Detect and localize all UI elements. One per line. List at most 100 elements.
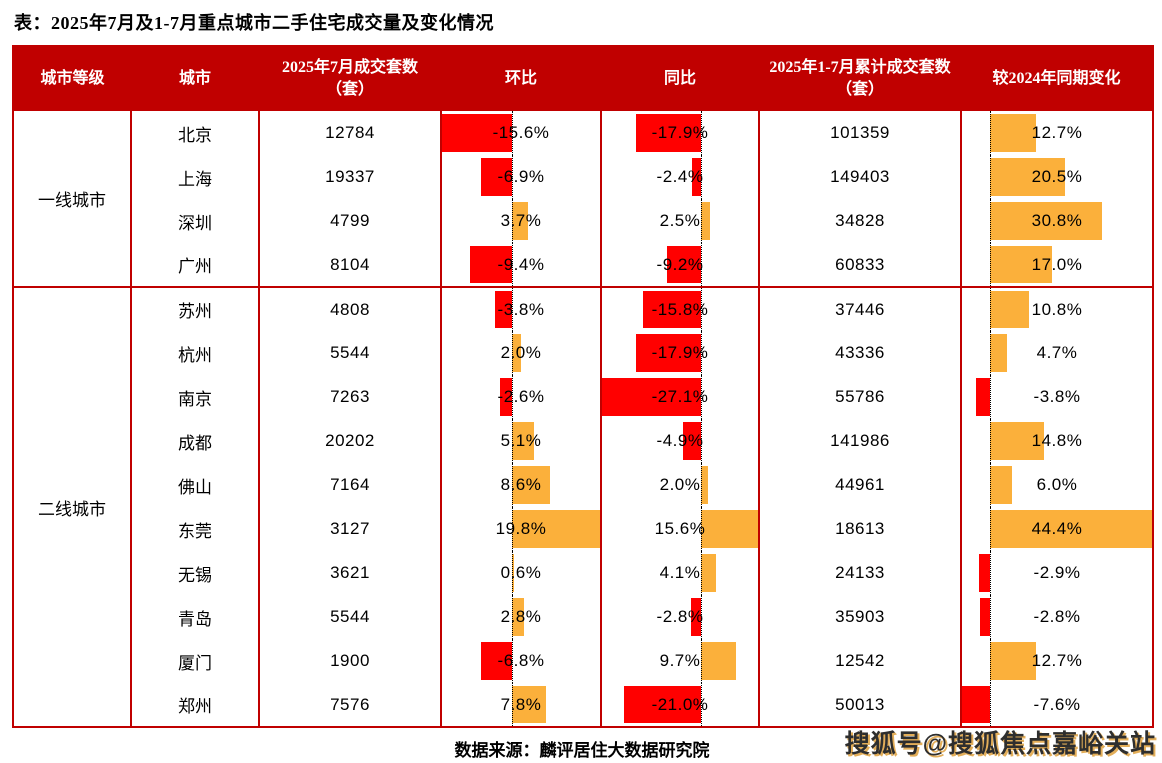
negative-data-bar [667, 246, 701, 283]
mom-cell-label: -3.8% [497, 299, 545, 319]
table-row: 广州 8104 -9.4% -9.2% 60833 17.0% [13, 243, 1154, 287]
chg-cell: 12.7% [960, 111, 1154, 155]
yoy-cell: -4.9% [600, 419, 760, 463]
mom-cell-label: 2.0% [500, 343, 542, 362]
negative-data-bar [481, 642, 512, 680]
table-row: 南京 7263 -2.6% -27.1% 55786 -3.8% [13, 375, 1154, 419]
chg-cell-label: 17.0% [1031, 254, 1083, 274]
city-cell: 无锡 [130, 551, 260, 595]
zero-axis-line [511, 289, 513, 331]
positive-data-bar [511, 202, 529, 240]
positive-data-bar [701, 466, 709, 504]
zero-axis-line [989, 463, 991, 507]
table-row: 无锡 3621 0.6% 4.1% 24133 -2.9% [13, 551, 1154, 595]
zero-axis-line [989, 375, 991, 419]
zero-axis-line [511, 155, 513, 199]
mom-cell-label: -6.9% [497, 167, 545, 186]
chg-cell-label: 10.8% [1031, 299, 1083, 319]
positive-data-bar [989, 114, 1037, 152]
yoy-cell-label: 2.5% [659, 211, 701, 230]
zero-axis-line [511, 111, 513, 155]
july-units-cell: 20202 [258, 419, 442, 463]
city-cell: 南京 [130, 375, 260, 419]
zero-axis-line [511, 199, 513, 243]
city-cell: 青岛 [130, 595, 260, 639]
negative-data-bar [975, 378, 990, 416]
july-units-cell: 5544 [258, 331, 442, 375]
city-cell: 厦门 [130, 639, 260, 683]
table-row: 厦门 1900 -6.8% 9.7% 12542 12.7% [13, 639, 1154, 683]
yoy-cell: -2.8% [600, 595, 760, 639]
negative-data-bar [469, 246, 512, 283]
zero-axis-line [701, 331, 702, 375]
city-cell: 成都 [130, 419, 260, 463]
city-cell: 杭州 [130, 331, 260, 375]
zero-axis-line [701, 243, 702, 286]
july-units-cell: 5544 [258, 595, 442, 639]
chg-cell-label: 44.4% [1031, 519, 1083, 538]
table-row: 杭州 5544 2.0% -17.9% 43336 4.7% [13, 331, 1154, 375]
positive-data-bar [511, 598, 525, 636]
table-body: 一线城市 北京 12784 -15.6% -17.9% 101359 12.7% 上海 1933… [12, 111, 1154, 727]
header-change-vs-2024: 较2024年同期变化 [961, 46, 1153, 111]
zero-axis-line [511, 551, 513, 595]
july-units-cell: 8104 [258, 243, 442, 287]
table-title: 表：2025年7月及1-7月重点城市二手住宅成交量及变化情况 [14, 13, 494, 33]
yoy-cell: -27.1% [600, 375, 760, 419]
yoy-cell-label: 9.7% [659, 651, 701, 670]
zero-axis-line [511, 683, 513, 726]
city-cell: 深圳 [130, 199, 260, 243]
positive-data-bar [989, 246, 1052, 283]
july-units-cell: 19337 [258, 155, 442, 199]
header-yoy: 同比 [601, 46, 759, 111]
negative-data-bar [979, 554, 990, 592]
city-cell: 上海 [130, 155, 260, 199]
yoy-cell-label: -21.0% [651, 694, 709, 714]
header-mom: 环比 [441, 46, 601, 111]
zero-axis-line [989, 199, 991, 243]
cumulative-units-cell: 141986 [758, 419, 962, 463]
july-units-cell: 3127 [258, 507, 442, 551]
yoy-cell-label: 2.0% [659, 475, 701, 494]
yoy-cell: 2.5% [600, 199, 760, 243]
july-units-cell: 12784 [258, 111, 442, 155]
yoy-cell-label: 15.6% [654, 519, 706, 538]
chg-cell-label: 20.5% [1031, 167, 1083, 186]
chg-cell-label: 4.7% [1036, 343, 1078, 362]
chg-cell: 20.5% [960, 155, 1154, 199]
positive-data-bar [989, 202, 1103, 240]
negative-data-bar [500, 378, 512, 416]
cumulative-units-cell: 101359 [758, 111, 962, 155]
positive-data-bar [511, 554, 515, 592]
city-cell: 广州 [130, 243, 260, 287]
zero-axis-line [511, 331, 513, 375]
mom-cell: -3.8% [440, 286, 602, 331]
mom-cell: 2.0% [440, 331, 602, 375]
chg-cell-label: -3.8% [1033, 387, 1081, 406]
negative-data-bar [624, 686, 701, 723]
cumulative-units-cell: 37446 [758, 286, 962, 331]
yoy-cell: 4.1% [600, 551, 760, 595]
positive-data-bar [989, 422, 1044, 460]
zero-axis-line [989, 243, 991, 286]
mom-cell-label: 8.6% [500, 475, 542, 494]
mom-cell: 3.7% [440, 199, 602, 243]
mom-cell: 7.8% [440, 683, 602, 727]
positive-data-bar [701, 202, 711, 240]
chg-cell-label: 12.7% [1031, 123, 1083, 142]
yoy-cell-label: -2.4% [656, 167, 704, 186]
chg-cell-label: 14.8% [1031, 431, 1083, 450]
mom-cell-label: -6.8% [497, 651, 545, 670]
positive-data-bar [511, 466, 550, 504]
zero-axis-line [989, 331, 991, 375]
table-row: 上海 19337 -6.9% -2.4% 149403 20.5% [13, 155, 1154, 199]
yoy-cell: -9.2% [600, 243, 760, 287]
mom-cell: -2.6% [440, 375, 602, 419]
cumulative-units-cell: 50013 [758, 683, 962, 727]
zero-axis-line [989, 507, 991, 551]
table-row: 二线城市 苏州 4808 -3.8% -15.8% 37446 10.8% [12, 286, 1154, 727]
table-header: 城市等级 城市 2025年7月成交套数（套） 环比 同比 2025年1-7月累计… [13, 46, 1153, 111]
zero-axis-line [511, 595, 513, 639]
city-cell: 苏州 [130, 286, 260, 331]
yoy-cell-label: -17.9% [651, 123, 709, 142]
